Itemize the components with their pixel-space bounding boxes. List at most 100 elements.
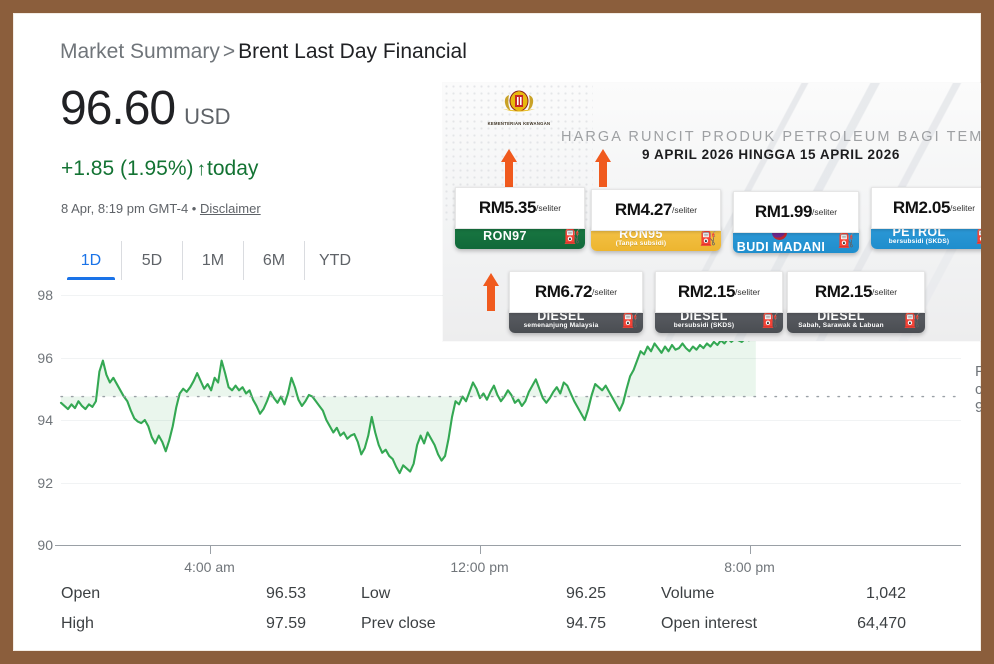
fuel-nozzle-icon: ⛽ (837, 232, 855, 248)
price-change: +1.85 (1.95%) ↑today (61, 157, 258, 181)
tab-label: 6M (262, 251, 286, 269)
fuel-nozzle-icon: ⛽ (563, 228, 581, 244)
fuel-price-plate: RM5.35/seliter (455, 187, 585, 229)
fuel-product-sublabel: bersubsidi (SKDS) (673, 322, 735, 330)
stat-cell: Open 96.53 (61, 579, 361, 609)
stat-value: 94.75 (565, 615, 606, 632)
x-axis-tick (209, 545, 211, 554)
fuel-price-card: RM2.15/seliter DIESEL Sabah, Sarawak & Lab… (787, 271, 925, 333)
tab-ytd[interactable]: YTD (304, 241, 365, 280)
fuel-product-sublabel: semenanjung Malaysia (523, 322, 599, 330)
price-series (59, 337, 962, 475)
tab-label: YTD (319, 251, 351, 269)
fuel-price-card: RM2.15/seliter DIESEL bersubsidi (SKDS) ⛽ (655, 271, 783, 333)
x-axis-tick (479, 545, 481, 554)
stat-label: Volume (661, 585, 715, 602)
stat-cell: Volume 1,042 (661, 579, 961, 609)
fuel-price-value: RM2.15 (677, 282, 736, 301)
price-chart[interactable]: 98 96 94 92 90 4:00 am 12:00 pm 8:00 pm Previous… (37, 287, 981, 575)
timestamp-separator: • (191, 201, 197, 216)
fuel-product-band: DIESEL semenanjung Malaysia ⛽ (509, 307, 643, 333)
fuel-price-plate: RM2.15/seliter (787, 271, 925, 313)
coat-of-arms-icon (479, 89, 559, 119)
tab-1d[interactable]: 1D (61, 241, 121, 280)
previous-close-annotation: Previousclose94.75 (975, 363, 981, 417)
stat-value: 96.53 (265, 585, 306, 602)
fuel-price-card: RM6.72/seliter DIESEL semenanjung Malaysia… (509, 271, 643, 333)
y-axis-tick-label: 90 (37, 537, 53, 553)
stat-label: Prev close (361, 615, 436, 632)
fuel-price-plate: RM4.27/seliter (591, 189, 721, 231)
stock-card: Market Summary > Brent Last Day Financial … (13, 13, 981, 651)
fuel-nozzle-icon: ⛽ (621, 312, 639, 328)
fuel-price-plate: RM1.99/seliter (733, 191, 859, 233)
fuel-price-unit: /seliter (672, 205, 698, 215)
fuel-price-unit: /seliter (812, 207, 838, 217)
y-axis-tick-label: 98 (37, 287, 53, 303)
stat-cell: High 97.59 (61, 609, 361, 639)
up-arrow-icon-3 (483, 273, 499, 311)
tab-6m[interactable]: 6M (243, 241, 304, 280)
fuel-product-band: RON95 (Tanpa subsidi) ⛽ (591, 225, 721, 251)
quote-timestamp-row: 8 Apr, 8:19 pm GMT-4 • Disclaimer (61, 201, 261, 216)
up-arrow-icon-1 (501, 149, 517, 187)
x-axis-tick (749, 545, 751, 554)
fuel-nozzle-icon: ⛽ (761, 312, 779, 328)
fuel-price-value: RM4.27 (614, 200, 673, 219)
current-price: 96.60 (60, 82, 176, 135)
x-axis-tick-label: 8:00 pm (724, 559, 775, 575)
y-axis-tick-label: 92 (37, 474, 53, 491)
fuel-product-name: DIESEL (817, 309, 865, 324)
fuel-price-card: RM4.27/seliter RON95 (Tanpa subsidi) ⛽ (591, 189, 721, 251)
stat-value: 97.59 (265, 615, 306, 632)
x-axis-tick-label: 12:00 pm (450, 559, 509, 575)
disclaimer-link[interactable]: Disclaimer (199, 201, 261, 216)
trend-up-icon: ↑ (196, 159, 207, 180)
tab-label: 5D (141, 251, 163, 269)
fuel-price-value: RM2.05 (892, 198, 951, 217)
stat-cell: Open interest 64,470 (661, 609, 961, 639)
previous-close-label-line2: close (975, 380, 981, 398)
quote-timestamp: 8 Apr, 8:19 pm GMT-4 (61, 201, 189, 216)
breadcrumb-separator: > (222, 40, 236, 63)
price-change-value: +1.85 (1.95%) (61, 157, 194, 180)
fuel-overlay-title: HARGA RUNCIT PRODUK PETROLEUM BAGI TEMPO… (561, 129, 981, 145)
stat-value: 1,042 (865, 585, 906, 602)
y-axis-tick-label: 94 (37, 412, 53, 428)
fuel-price-value: RM6.72 (534, 282, 593, 301)
fuel-price-plate: RM6.72/seliter (509, 271, 643, 313)
gridline (61, 482, 961, 484)
fuel-price-unit: /seliter (735, 287, 761, 297)
tab-label: 1M (201, 251, 225, 269)
fuel-nozzle-icon: ⛽ (903, 312, 921, 328)
gridline (61, 357, 961, 359)
fuel-price-unit: /seliter (950, 203, 976, 213)
tab-1m[interactable]: 1M (182, 241, 243, 280)
fuel-product-name: RON97 (483, 228, 527, 243)
fuel-overlay-subtitle: 9 APRIL 2026 HINGGA 15 APRIL 2026 (642, 147, 900, 162)
fuel-price-value: RM1.99 (754, 202, 813, 221)
fuel-price-overlay-image: KEMENTERIAN KEWANGAN HARGA RUNCIT PRODUK… (443, 83, 981, 341)
tab-5d[interactable]: 5D (121, 241, 182, 280)
ministry-logo: KEMENTERIAN KEWANGAN (479, 89, 559, 126)
fuel-product-name: BUDI MADANI (736, 239, 826, 253)
fuel-product-sublabel: (Tanpa subsidi) (615, 240, 667, 248)
range-tabs: 1D 5D 1M 6M YTD (61, 241, 365, 280)
stat-value: 96.25 (565, 585, 606, 602)
ministry-name: KEMENTERIAN KEWANGAN (487, 121, 551, 126)
fuel-price-card: RM1.99/seliterKempen SubsidiBUDI MADANIR… (733, 191, 859, 253)
up-arrow-icon-2 (595, 149, 611, 187)
fuel-nozzle-icon: ⛽ (976, 225, 981, 247)
currency-label: USD (184, 104, 231, 129)
fuel-product-name: PETROL (892, 225, 946, 240)
fuel-product-name: DIESEL (680, 309, 728, 324)
fuel-price-value: RM2.15 (814, 282, 873, 301)
fuel-price-unit: /seliter (872, 287, 898, 297)
stat-cell: Prev close 94.75 (361, 609, 661, 639)
breadcrumb-parent[interactable]: Market Summary (60, 40, 220, 63)
fuel-price-plate: RM2.15/seliter (655, 271, 783, 313)
previous-close-value: 94.75 (975, 398, 981, 416)
series-line (59, 337, 757, 475)
